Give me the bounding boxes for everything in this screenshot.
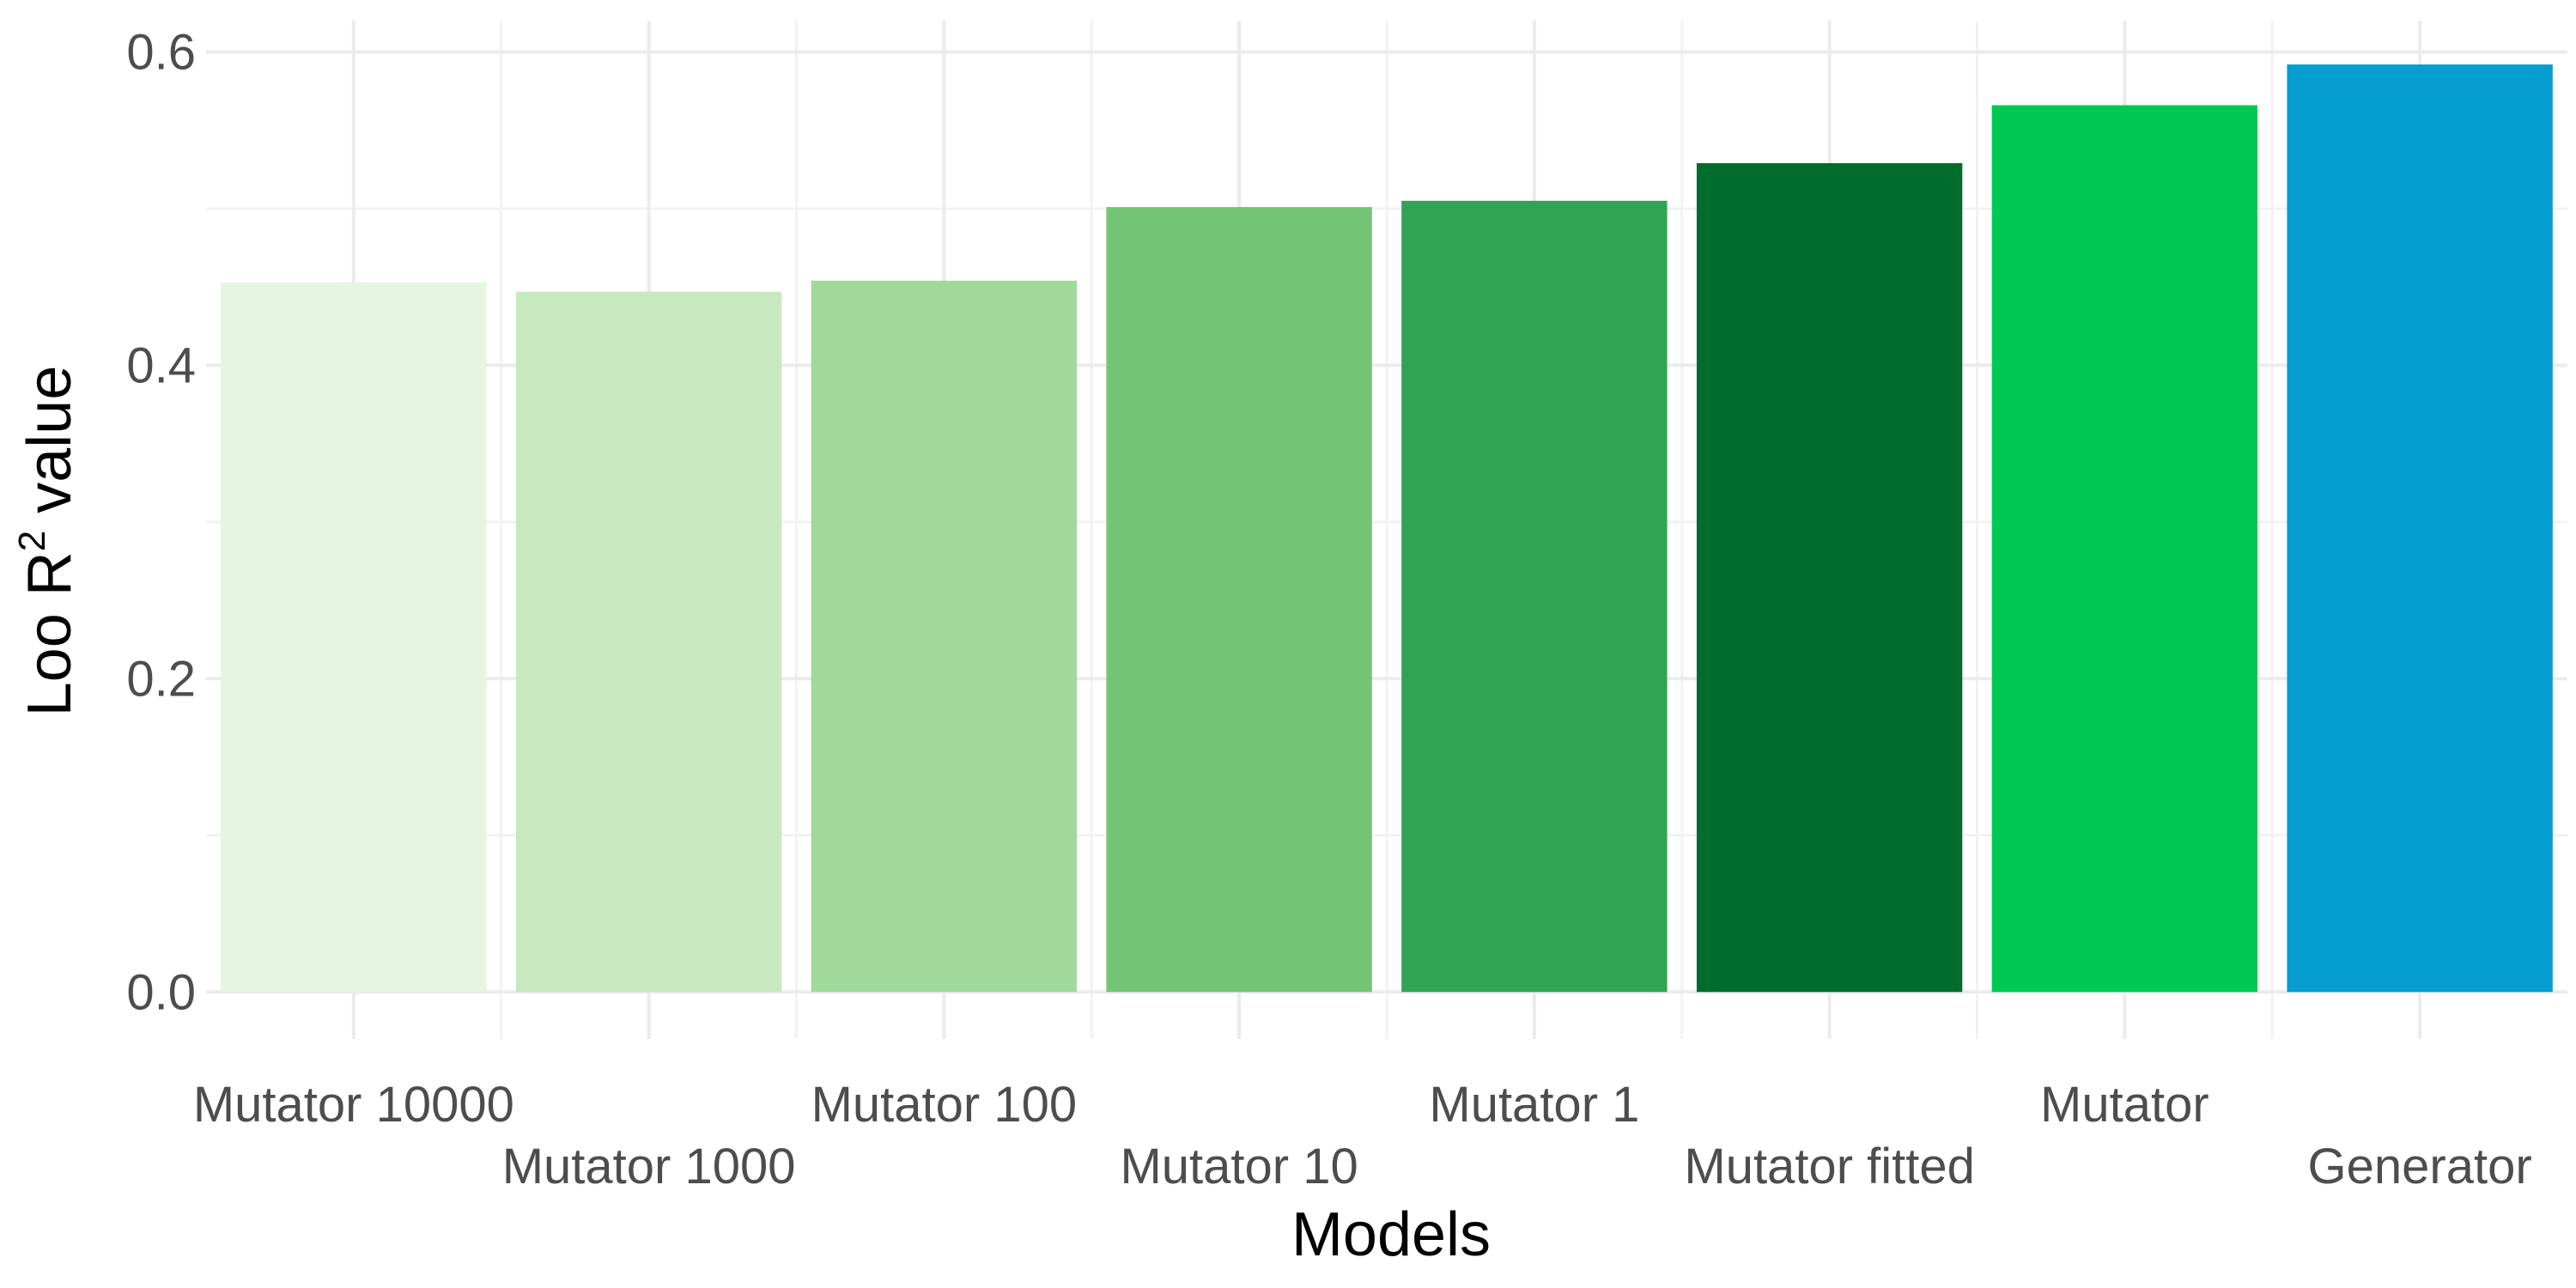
bar [1991,105,2258,993]
y-tick-label: 0.6 [126,24,196,80]
bar [221,282,487,993]
x-tick-label: Mutator [2040,1077,2209,1133]
y-tick-label: 0.2 [126,651,196,707]
x-tick-label: Generator [2308,1139,2532,1194]
bar [515,291,782,993]
x-tick-label: Mutator 1000 [502,1139,796,1194]
y-tick-labels: 0.0 0.2 0.4 0.6 [126,24,196,1020]
bar [1106,207,1372,993]
bars [221,64,2553,993]
x-tick-label: Mutator 10000 [193,1077,514,1133]
x-tick-labels: Mutator 10000 Mutator 1000 Mutator 100 Muta… [193,1077,2532,1194]
y-axis-title-superscript: 2 [11,531,53,551]
x-tick-label: Mutator 10 [1120,1139,1358,1194]
x-tick-label: Mutator fitted [1684,1139,1974,1194]
y-axis-title-prefix: Loo R [15,551,84,716]
y-axis-title-suffix: value [15,366,84,531]
x-tick-label: Mutator 1 [1429,1077,1639,1133]
y-tick-label: 0.4 [126,337,196,393]
x-tick-label: Mutator 100 [811,1077,1078,1133]
x-axis-title: Models [1291,1200,1491,1269]
y-tick-label: 0.0 [126,964,196,1020]
bar [1401,200,1668,993]
bar [1696,163,1963,993]
bar [811,280,1078,993]
bar [2287,64,2553,993]
y-axis-title: Loo R2 value [11,366,84,717]
